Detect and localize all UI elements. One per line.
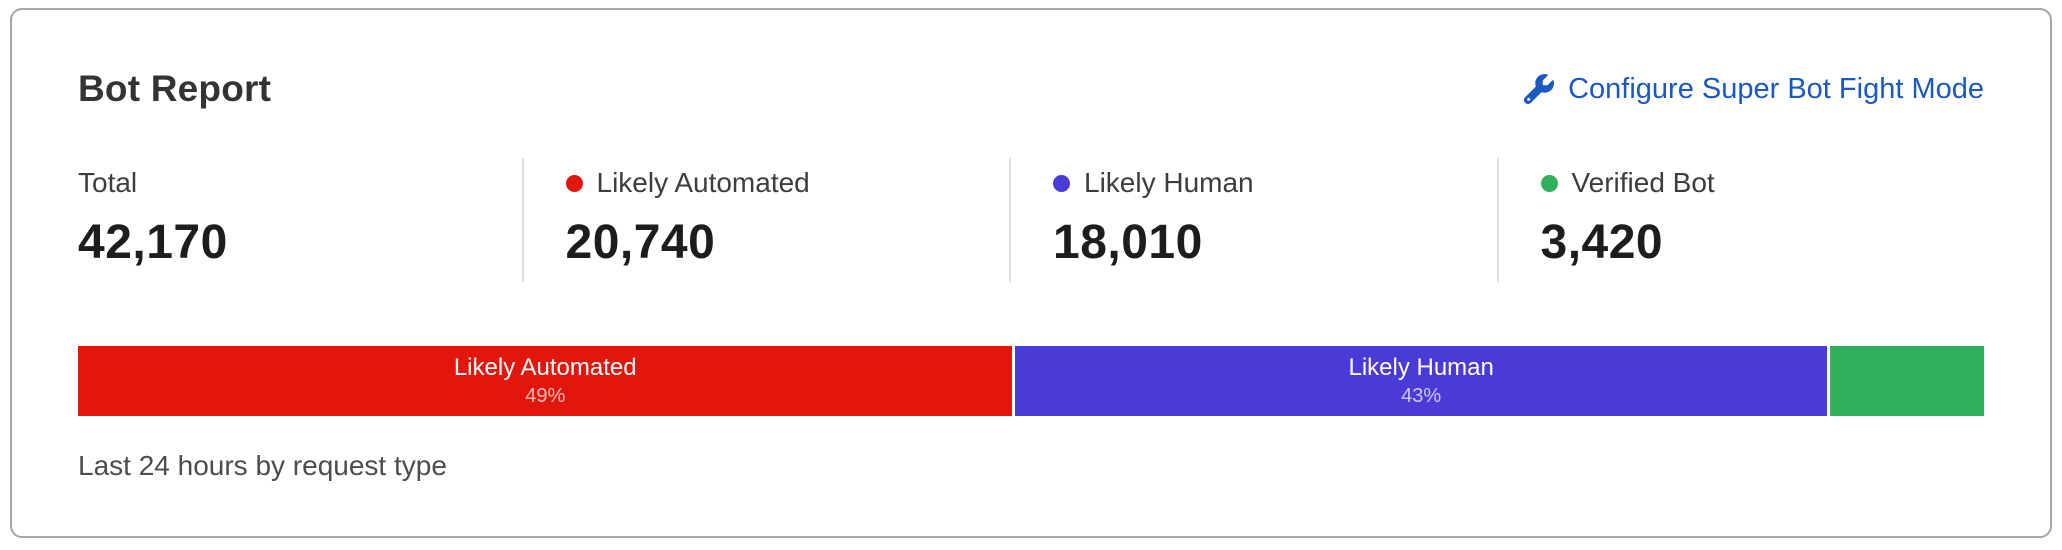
bar-segment-likely-automated-percent: 49% xyxy=(525,385,566,407)
stat-likely-automated-label: Likely Automated xyxy=(596,167,810,198)
likely-automated-dot-icon xyxy=(565,174,583,192)
stat-likely-automated-value: 20,740 xyxy=(565,216,716,269)
card-header: Bot Report Configure Super Bot Fight Mod… xyxy=(78,68,1984,110)
stat-likely-human-value: 18,010 xyxy=(1053,216,1203,269)
stat-total: Total 42,170 xyxy=(78,158,522,282)
configure-super-bot-fight-mode-link[interactable]: Configure Super Bot Fight Mode xyxy=(1524,73,1984,106)
stat-likely-automated: Likely Automated 20,740 xyxy=(521,158,1010,282)
stat-likely-human: Likely Human 18,010 xyxy=(1009,158,1497,282)
page-title: Bot Report xyxy=(78,68,272,109)
configure-link-label: Configure Super Bot Fight Mode xyxy=(1568,72,1984,105)
wrench-icon xyxy=(1524,74,1555,104)
stat-verified-bot-value: 3,420 xyxy=(1540,216,1664,269)
stat-likely-human-label: Likely Human xyxy=(1084,167,1254,198)
stats-row: Total 42,170 Likely Automated 20,740 Lik… xyxy=(78,158,1984,282)
bar-segment-likely-human-label: Likely Human xyxy=(1348,354,1494,381)
likely-human-dot-icon xyxy=(1053,174,1070,192)
request-type-stacked-bar: Likely Automated 49% Likely Human 43% xyxy=(78,346,1984,416)
bar-segment-likely-human: Likely Human 43% xyxy=(1015,346,1827,416)
chart-caption: Last 24 hours by request type xyxy=(78,450,447,481)
stat-total-label: Total xyxy=(78,167,138,198)
stat-verified-bot-label: Verified Bot xyxy=(1571,167,1715,198)
bar-segment-likely-automated-label: Likely Automated xyxy=(453,354,637,381)
stat-verified-bot: Verified Bot 3,420 xyxy=(1496,158,1985,282)
bar-segment-likely-human-percent: 43% xyxy=(1401,385,1442,407)
verified-bot-dot-icon xyxy=(1540,174,1558,192)
bar-segment-verified-bot xyxy=(1829,346,1984,416)
stat-total-value: 42,170 xyxy=(78,216,228,269)
bar-segment-likely-automated: Likely Automated 49% xyxy=(78,346,1013,416)
bot-report-card: Bot Report Configure Super Bot Fight Mod… xyxy=(10,8,2052,538)
